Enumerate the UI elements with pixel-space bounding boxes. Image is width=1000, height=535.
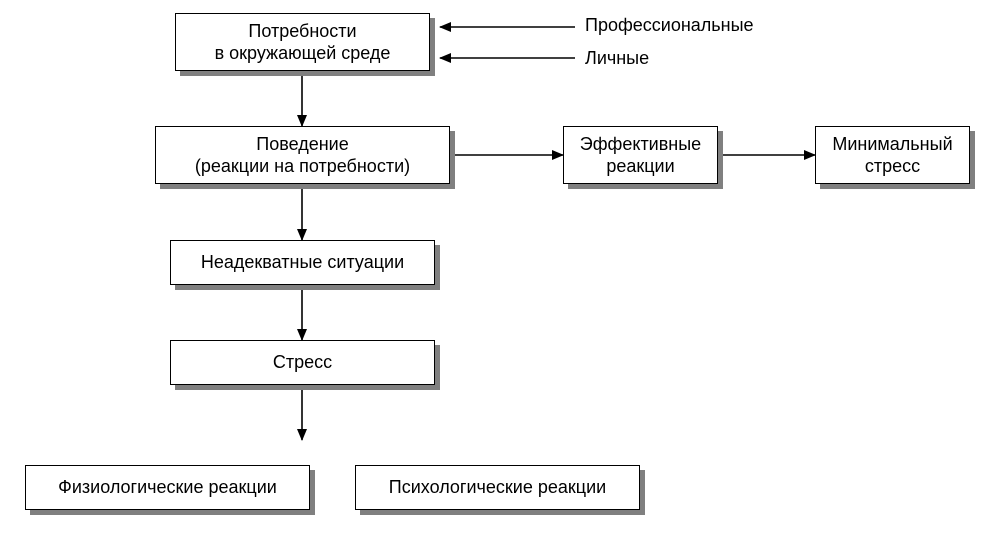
node-inadequate: Неадекватные ситуации: [170, 240, 435, 285]
flowchart-canvas: Потребности в окружающей среде Поведение…: [0, 0, 1000, 535]
label-personal: Личные: [585, 48, 649, 69]
node-minimal-line1: Минимальный: [832, 133, 952, 156]
node-needs-line1: Потребности: [215, 20, 391, 43]
node-minimal: Минимальный стресс: [815, 126, 970, 184]
node-behavior-line1: Поведение: [195, 133, 410, 156]
node-needs: Потребности в окружающей среде: [175, 13, 430, 71]
arrows-layer: [0, 0, 1000, 535]
node-psycho-line1: Психологические реакции: [389, 476, 606, 499]
node-behavior-line2: (реакции на потребности): [195, 155, 410, 178]
node-inadequate-line1: Неадекватные ситуации: [201, 251, 404, 274]
node-psycho: Психологические реакции: [355, 465, 640, 510]
node-behavior: Поведение (реакции на потребности): [155, 126, 450, 184]
node-physio-line1: Физиологические реакции: [58, 476, 277, 499]
node-effective-line2: реакции: [580, 155, 701, 178]
node-effective: Эффективные реакции: [563, 126, 718, 184]
node-minimal-line2: стресс: [832, 155, 952, 178]
node-stress: Стресс: [170, 340, 435, 385]
node-needs-line2: в окружающей среде: [215, 42, 391, 65]
label-professional: Профессиональные: [585, 15, 754, 36]
node-physio: Физиологические реакции: [25, 465, 310, 510]
node-stress-line1: Стресс: [273, 351, 332, 374]
node-effective-line1: Эффективные: [580, 133, 701, 156]
